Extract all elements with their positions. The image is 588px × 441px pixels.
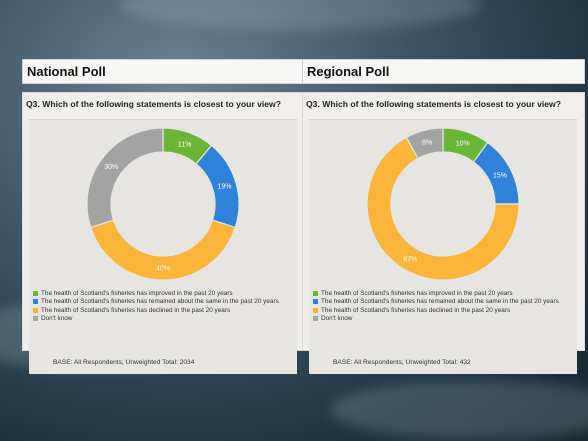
legend-swatch bbox=[313, 307, 318, 313]
chart-legend: The health of Scotland's fisheries has i… bbox=[33, 289, 279, 323]
legend-label: Don't know bbox=[41, 315, 73, 323]
slice-data-label: 15% bbox=[493, 172, 507, 179]
legend-swatch bbox=[313, 316, 318, 322]
legend-swatch bbox=[313, 299, 318, 305]
slice-data-label: 8% bbox=[422, 140, 432, 147]
base-note: BASE: All Respondents, Unweighted Total:… bbox=[333, 359, 471, 366]
legend-label: The health of Scotland's fisheries has r… bbox=[41, 298, 279, 306]
legend-item-declined: The health of Scotland's fisheries has d… bbox=[313, 306, 559, 315]
question-title: Q3. Which of the following statements is… bbox=[306, 99, 561, 109]
question-title: Q3. Which of the following statements is… bbox=[26, 99, 281, 109]
legend-swatch bbox=[33, 299, 38, 305]
legend-label: Don't know bbox=[321, 315, 353, 323]
slice-data-label: 10% bbox=[456, 141, 470, 148]
panel-heading: National Poll bbox=[22, 59, 305, 84]
legend-item-dont-know: Don't know bbox=[33, 315, 279, 324]
chart-area: 10% 15% 67% 8% The health of Scotland's fis… bbox=[309, 119, 577, 374]
slice-dont-know bbox=[405, 127, 444, 160]
background-wave bbox=[120, 0, 480, 30]
national-poll-panel: National Poll Q3. Which of the following… bbox=[22, 59, 305, 374]
legend-item-improved: The health of Scotland's fisheries has i… bbox=[313, 289, 559, 298]
slice-dont-know bbox=[86, 127, 164, 229]
legend-swatch bbox=[313, 290, 318, 296]
chart-legend: The health of Scotland's fisheries has i… bbox=[313, 289, 559, 323]
slice-data-label: 30% bbox=[104, 164, 118, 171]
legend-label: The health of Scotland's fisheries has i… bbox=[321, 289, 513, 297]
legend-label: The health of Scotland's fisheries has i… bbox=[41, 289, 233, 297]
slice-data-label: 67% bbox=[403, 257, 417, 264]
chart-area: 11% 19% 40% 30% The health of Scotland's fi… bbox=[29, 119, 297, 374]
legend-label: The health of Scotland's fisheries has d… bbox=[41, 306, 231, 314]
slice-declined bbox=[89, 219, 237, 281]
legend-item-same: The health of Scotland's fisheries has r… bbox=[33, 298, 279, 307]
legend-item-same: The health of Scotland's fisheries has r… bbox=[313, 298, 559, 307]
legend-swatch bbox=[33, 290, 38, 296]
slice-data-label: 19% bbox=[217, 184, 231, 191]
donut-chart: 10% 15% 67% 8% bbox=[366, 127, 520, 281]
donut-chart: 11% 19% 40% 30% bbox=[86, 127, 240, 281]
slice-data-label: 40% bbox=[156, 266, 170, 273]
legend-item-improved: The health of Scotland's fisheries has i… bbox=[33, 289, 279, 298]
chart-card: Q3. Which of the following statements is… bbox=[302, 92, 585, 374]
background-wave bbox=[330, 380, 588, 440]
legend-swatch bbox=[33, 316, 38, 322]
chart-card: Q3. Which of the following statements is… bbox=[22, 92, 305, 374]
legend-item-dont-know: Don't know bbox=[313, 315, 559, 324]
legend-label: The health of Scotland's fisheries has r… bbox=[321, 298, 559, 306]
legend-swatch bbox=[33, 307, 38, 313]
legend-label: The health of Scotland's fisheries has d… bbox=[321, 306, 511, 314]
panel-heading: Regional Poll bbox=[302, 59, 585, 84]
regional-poll-panel: Regional Poll Q3. Which of the following… bbox=[302, 59, 585, 374]
slice-data-label: 11% bbox=[178, 141, 192, 148]
base-note: BASE: All Respondents, Unweighted Total:… bbox=[53, 359, 195, 366]
slice-declined bbox=[366, 136, 520, 281]
legend-item-declined: The health of Scotland's fisheries has d… bbox=[33, 306, 279, 315]
